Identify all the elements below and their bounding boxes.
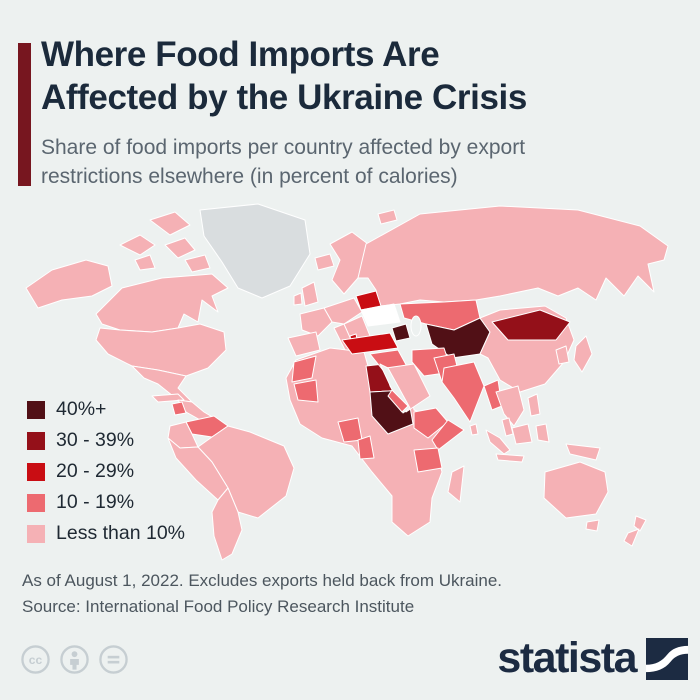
country-madagascar (447, 465, 465, 503)
country-indochina (495, 385, 525, 427)
page-subtitle: Share of food imports per country affect… (41, 136, 526, 188)
country-india (441, 361, 485, 423)
statista-logo-mark (646, 637, 688, 680)
legend-label-10-19: 10 - 19% (56, 491, 135, 513)
country-mongolia (491, 309, 571, 341)
country-new-zealand-south (623, 528, 640, 547)
country-sulawesi (535, 423, 550, 443)
legend-item-10-19: 10 - 19% (27, 491, 185, 514)
title-line-1: Where Food Imports Are (41, 35, 440, 74)
country-usa (95, 323, 227, 377)
country-tasmania (585, 519, 600, 532)
country-iceland (314, 253, 335, 271)
country-japan (573, 335, 593, 373)
country-borneo (511, 423, 533, 445)
country-arctic-island-2 (149, 211, 191, 236)
page-title: Where Food Imports Are Affected by the U… (41, 33, 681, 119)
legend-label-less-than-10: Less than 10% (56, 522, 186, 544)
caspian-sea (410, 315, 422, 337)
country-morocco (291, 355, 317, 383)
country-nicaragua (171, 401, 187, 416)
country-caucasus (391, 323, 411, 342)
country-arctic-island-5 (134, 254, 156, 271)
country-philippines (527, 393, 541, 417)
country-arctic-island-3 (164, 237, 196, 259)
country-iberia (287, 331, 321, 357)
country-sri-lanka (469, 423, 479, 436)
license-icons: cc (20, 644, 129, 675)
country-sumatra (485, 429, 511, 455)
country-tanzania (413, 447, 443, 473)
legend-label-20-29: 20 - 29% (56, 460, 135, 482)
footnote-date-line: As of August 1, 2022. Excludes exports h… (22, 571, 503, 590)
country-australia (543, 461, 609, 519)
country-argentina-chile (211, 487, 243, 561)
cc-icon[interactable]: cc (20, 644, 51, 675)
country-cuba (151, 393, 185, 403)
legend-swatch-30-39 (27, 431, 45, 450)
footnote-source-line: Source: International Food Policy Resear… (22, 597, 415, 616)
map-legend: 40%+ 30 - 39% 20 - 29% 10 - 19% Less tha… (27, 398, 185, 545)
country-greenland (199, 203, 311, 299)
legend-swatch-less-than-10 (27, 524, 45, 543)
country-mauritania (293, 379, 319, 403)
title-line-2: Affected by the Ukraine Crisis (41, 78, 527, 117)
country-ireland (293, 292, 303, 306)
svg-text:cc: cc (29, 653, 43, 667)
legend-swatch-40-plus (27, 400, 45, 419)
statista-wordmark: statista (497, 634, 637, 682)
legend-item-20-29: 20 - 29% (27, 460, 185, 483)
accent-bar (18, 43, 31, 186)
country-new-zealand-north (633, 515, 647, 532)
country-cameroon (357, 435, 375, 460)
country-new-guinea (565, 443, 601, 461)
country-scandinavia (329, 231, 369, 295)
country-turkey (341, 332, 399, 355)
country-yemen (387, 389, 409, 413)
attribution-icon[interactable] (59, 644, 90, 675)
footnote: As of August 1, 2022. Excludes exports h… (22, 568, 662, 620)
country-canada (95, 273, 229, 333)
legend-label-40-plus: 40%+ (56, 398, 107, 420)
legend-item-less-than-10: Less than 10% (27, 522, 185, 545)
legend-swatch-20-29 (27, 462, 45, 481)
country-alaska (25, 259, 113, 309)
world-choropleth-map (0, 200, 700, 580)
legend-label-30-39: 30 - 39% (56, 429, 135, 451)
country-uk (301, 281, 319, 307)
world-map-svg (25, 203, 669, 561)
country-ethiopia (413, 407, 449, 439)
country-russia (357, 205, 669, 307)
country-korea (555, 345, 570, 365)
country-svalbard (377, 209, 398, 225)
country-ukraine-excluded (360, 303, 401, 327)
country-arctic-island-1 (119, 234, 156, 256)
statista-logo[interactable]: statista (497, 637, 688, 680)
country-france (299, 307, 333, 337)
country-java (495, 453, 525, 463)
legend-swatch-10-19 (27, 493, 45, 512)
no-derivatives-icon[interactable] (98, 644, 129, 675)
legend-item-40-plus: 40%+ (27, 398, 185, 421)
country-arctic-island-4 (184, 254, 211, 273)
legend-item-30-39: 30 - 39% (27, 429, 185, 452)
